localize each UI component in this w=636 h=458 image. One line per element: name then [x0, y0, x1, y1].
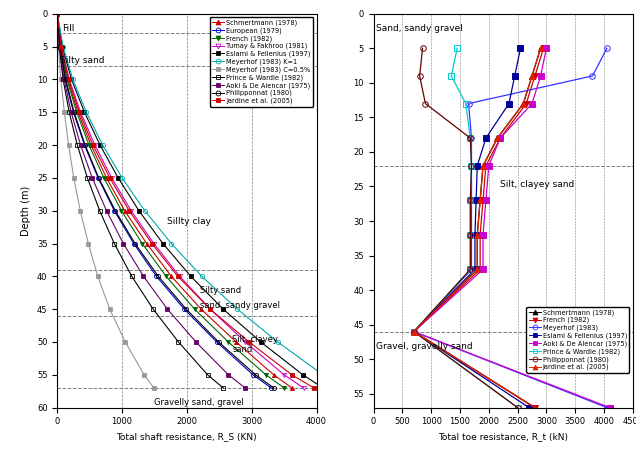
- Text: Silt, clayey sand: Silt, clayey sand: [501, 180, 574, 189]
- X-axis label: Total shaft resistance, R_S (KN): Total shaft resistance, R_S (KN): [116, 432, 257, 441]
- Text: sand, sandy gravel: sand, sandy gravel: [200, 301, 280, 310]
- Y-axis label: Depth (m): Depth (m): [22, 185, 31, 236]
- Text: sand: sand: [232, 345, 252, 354]
- Legend: Schmertmann (1978), European (1979), French (1982), Tumay & Fakhroo (1981), Esla: Schmertmann (1978), European (1979), Fre…: [210, 17, 313, 107]
- Legend: Schmertmann (1978), French (1982), Meyerhof (1983), Eslami & Fellenius (1997), A: Schmertmann (1978), French (1982), Meyer…: [527, 307, 630, 373]
- X-axis label: Total toe resistance, R_t (kN): Total toe resistance, R_t (kN): [438, 432, 568, 441]
- Text: Sillty clay: Sillty clay: [167, 217, 211, 226]
- Text: Gravel, gravelly sand: Gravel, gravelly sand: [377, 342, 473, 351]
- Text: Sand, sandy gravel: Sand, sandy gravel: [377, 24, 463, 33]
- Text: Fill: Fill: [62, 23, 75, 33]
- Text: Gravelly sand, gravel: Gravelly sand, gravel: [155, 398, 244, 407]
- Text: Silty sand: Silty sand: [60, 56, 105, 65]
- Text: Silty sand: Silty sand: [200, 286, 241, 295]
- Text: Silt, clayey: Silt, clayey: [232, 335, 278, 344]
